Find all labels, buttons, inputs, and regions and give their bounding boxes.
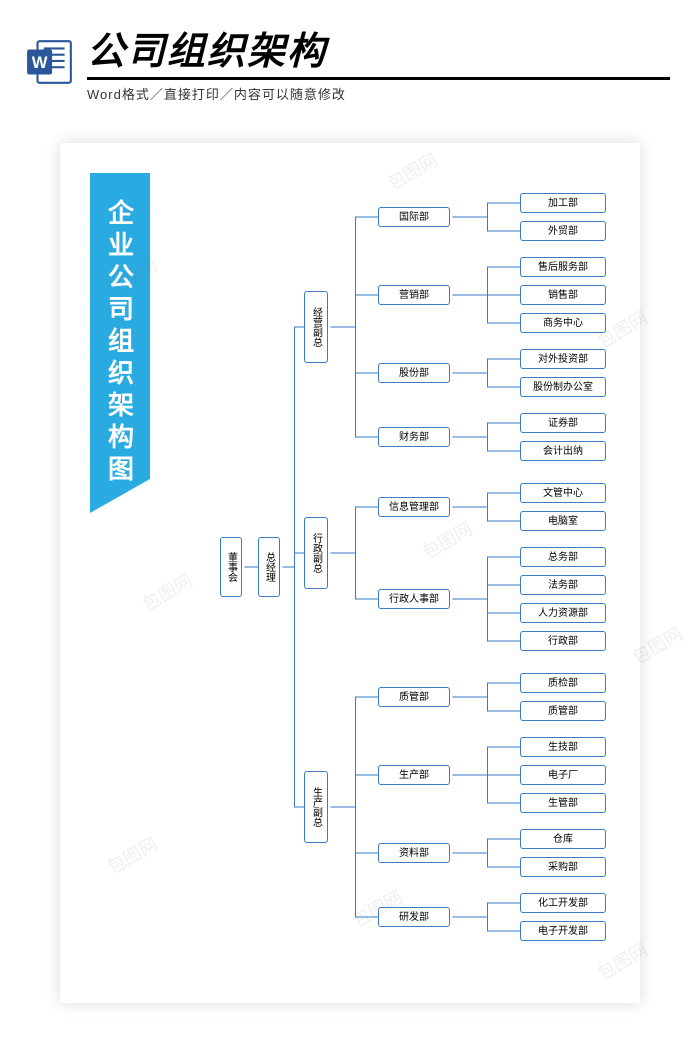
org-node: 行政部 — [520, 631, 606, 651]
org-node: 财务部 — [378, 427, 450, 447]
org-node: 生产副总 — [304, 771, 328, 843]
org-node: 信息管理部 — [378, 497, 450, 517]
org-node: 总务部 — [520, 547, 606, 567]
org-node: 经营副总 — [304, 291, 328, 363]
org-node: 人力资源部 — [520, 603, 606, 623]
org-node: 电脑室 — [520, 511, 606, 531]
org-node: 商务中心 — [520, 313, 606, 333]
org-node: 法务部 — [520, 575, 606, 595]
sub-title: Word格式／直接打印／内容可以随意修改 — [87, 77, 670, 103]
org-node: 仓库 — [520, 829, 606, 849]
org-chart: 加工部外贸部售后服务部销售部商务中心对外投资部股份制办公室证券部会计出纳文管中心… — [170, 193, 615, 973]
org-node: 证券部 — [520, 413, 606, 433]
org-node: 对外投资部 — [520, 349, 606, 369]
org-node: 行政人事部 — [378, 589, 450, 609]
org-node: 电子厂 — [520, 765, 606, 785]
org-node: 加工部 — [520, 193, 606, 213]
page-header: W 公司组织架构 Word格式／直接打印／内容可以随意修改 — [0, 0, 700, 113]
org-node: 资料部 — [378, 843, 450, 863]
word-icon: W — [25, 37, 75, 87]
header-text: 公司组织架构 Word格式／直接打印／内容可以随意修改 — [87, 20, 670, 103]
org-node: 文管中心 — [520, 483, 606, 503]
org-node: 销售部 — [520, 285, 606, 305]
org-node: 电子开发部 — [520, 921, 606, 941]
org-node: 会计出纳 — [520, 441, 606, 461]
org-node: 营销部 — [378, 285, 450, 305]
org-node: 生产部 — [378, 765, 450, 785]
org-node: 股份制办公室 — [520, 377, 606, 397]
org-node: 生管部 — [520, 793, 606, 813]
org-node: 外贸部 — [520, 221, 606, 241]
document-card: 企业公司组织架构图 加工部外贸部售后服务部销售部商务中心对外投资部股份制办公室证… — [60, 143, 640, 1003]
org-node: 研发部 — [378, 907, 450, 927]
org-node: 股份部 — [378, 363, 450, 383]
org-node: 化工开发部 — [520, 893, 606, 913]
org-node: 售后服务部 — [520, 257, 606, 277]
main-title: 公司组织架构 — [87, 20, 670, 75]
svg-text:W: W — [32, 53, 48, 72]
org-node: 质检部 — [520, 673, 606, 693]
org-node: 国际部 — [378, 207, 450, 227]
side-banner: 企业公司组织架构图 — [90, 173, 150, 513]
org-node: 质管部 — [520, 701, 606, 721]
org-node: 采购部 — [520, 857, 606, 877]
org-node: 生技部 — [520, 737, 606, 757]
org-node: 总经理 — [258, 537, 280, 597]
org-node: 质管部 — [378, 687, 450, 707]
org-node: 董事会 — [220, 537, 242, 597]
org-node: 行政副总 — [304, 517, 328, 589]
